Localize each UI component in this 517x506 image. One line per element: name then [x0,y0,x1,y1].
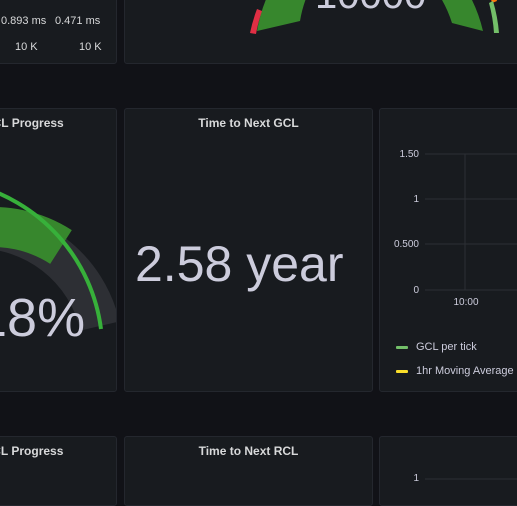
top-gauge-right-green [441,0,483,31]
time-next-gcl-panel: Time to Next GCL 2.58 year [124,108,373,392]
rcl-y-tick-1: 1 [413,473,419,484]
y-tick-0-500: 0.500 [393,239,419,250]
gcl-progress-value: 18% [0,288,86,348]
gcl-progress-gauge [0,191,116,332]
gcl-chart-grid [425,153,517,291]
rcl-progress-panel: RCL Progress [0,436,117,506]
gcl-gauge-outer-ring [0,191,103,330]
rcl-chart-grid [425,478,517,480]
top-gauge-left-green [257,0,306,31]
table-cell-avg-row2: 10 K [79,41,102,53]
top-gauge-right-tail [489,1,499,33]
top-gauge-left-red [250,9,262,34]
y-tick-1: 1 [413,194,419,205]
top-gauge-value: 10000 [315,0,426,18]
legend-swatch-green [396,345,408,349]
time-next-gcl-value: 2.58 year [135,236,344,292]
legend-item-moving-average[interactable]: 1hr Moving Average [396,365,514,377]
gcl-progress-title: GCL Progress [0,116,64,130]
y-tick-0: 0 [413,285,419,296]
time-next-rcl-panel: Time to Next RCL [124,436,373,506]
table-cell-max-row2: 10 K [15,41,38,53]
x-tick-10-00: 10:00 [453,297,479,308]
table-cell-avg-row1: 0.471 ms [55,15,101,27]
top-gauge-panel: 10000 [124,0,517,64]
legend-label-gcl-per-tick: GCL per tick [416,341,477,353]
time-next-rcl-title: Time to Next RCL [198,444,299,458]
table-cell-max-row1: 0.893 ms [1,15,47,27]
gcl-chart-panel: 1.50 1 0.500 0 10:00 GCL per tick 1hr Mo… [379,108,517,392]
legend-label-moving-average: 1hr Moving Average [416,365,514,377]
stats-table-panel: max avg 0.893 ms 0.471 ms 10 K 10 K [0,0,117,64]
rcl-progress-title: RCL Progress [0,444,64,458]
top-gauge [250,0,499,34]
legend-item-gcl-per-tick[interactable]: GCL per tick [396,341,477,353]
rcl-chart-panel: 1 [379,436,517,506]
legend-swatch-yellow [396,369,408,373]
time-next-gcl-title: Time to Next GCL [198,116,299,130]
gcl-progress-panel: GCL Progress 18% [0,108,117,392]
y-tick-1-50: 1.50 [399,149,419,160]
gcl-gauge-fill [0,207,72,265]
